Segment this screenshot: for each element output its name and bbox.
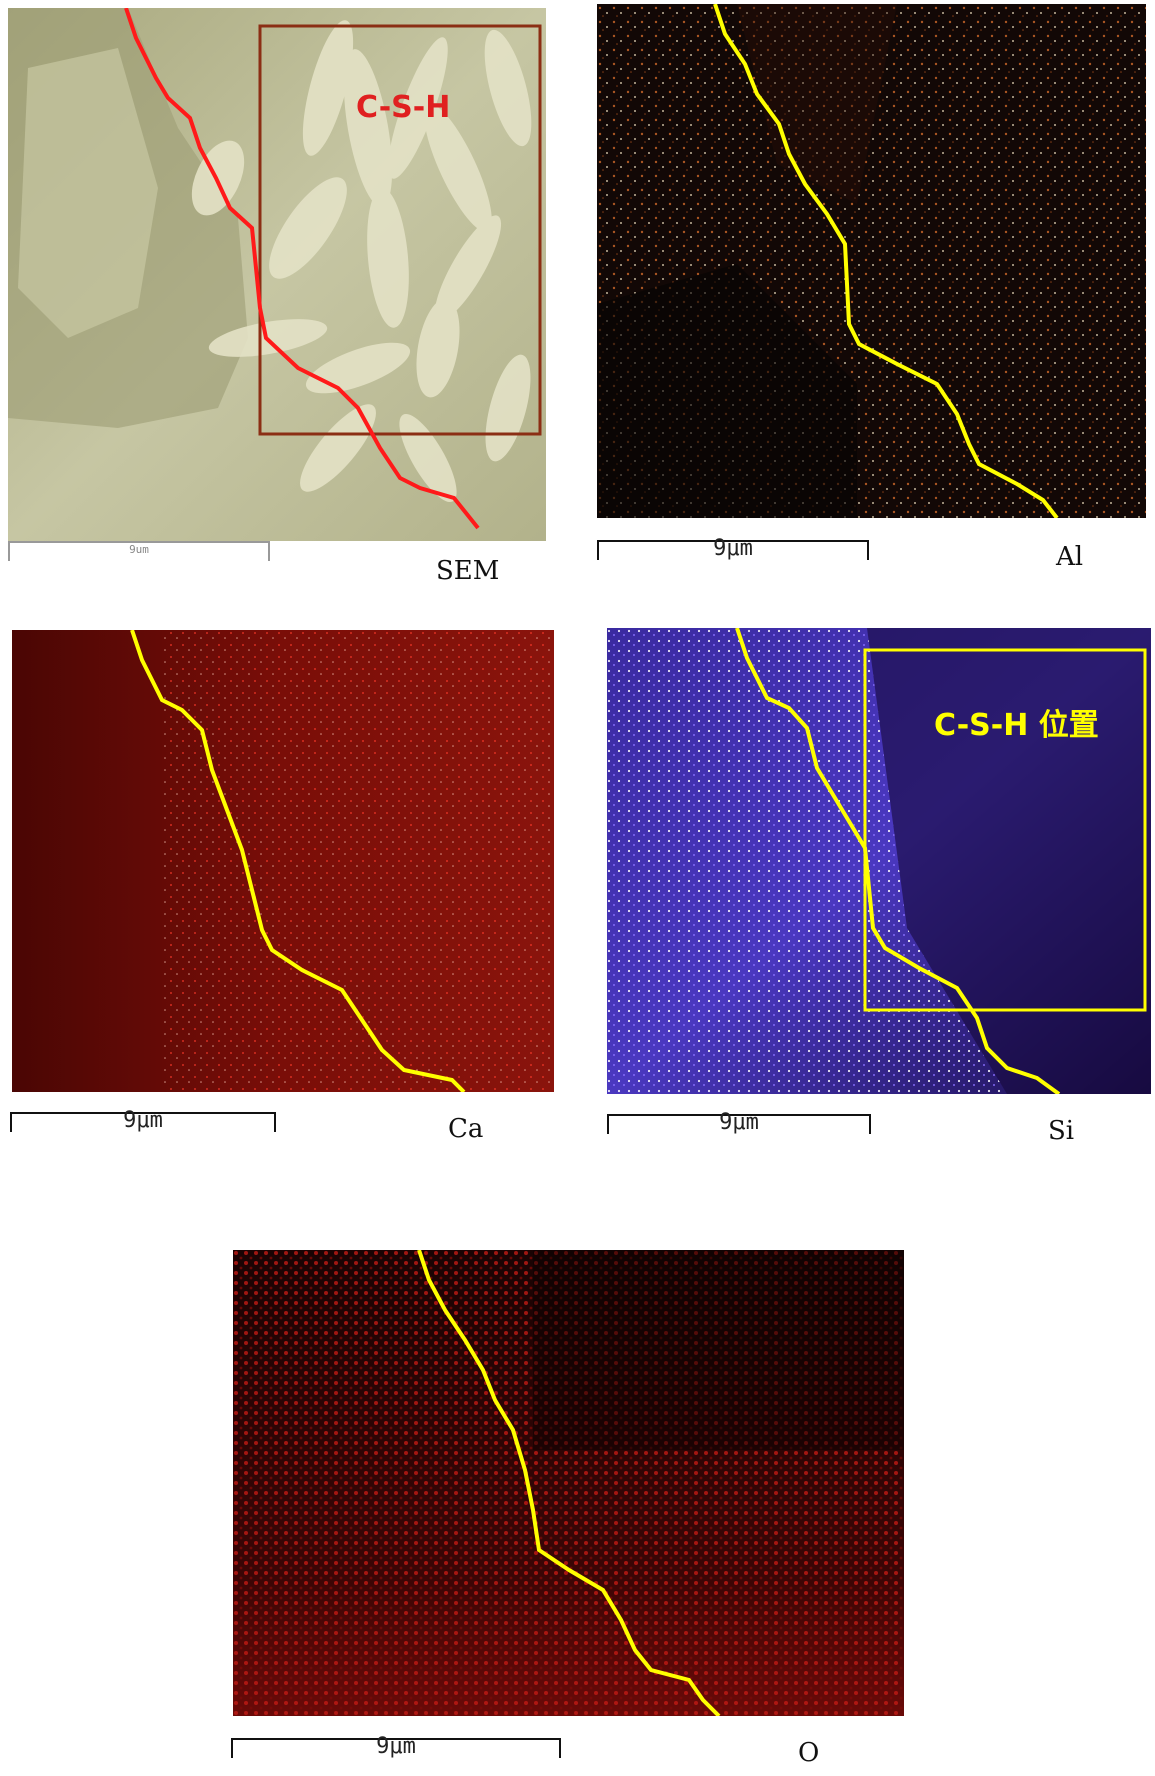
csh-region-box: [258, 24, 542, 436]
sem-scale-label: 9um: [129, 543, 149, 556]
ca-map-image: [12, 630, 554, 1092]
si-map-image: [607, 628, 1151, 1094]
al-interface-trace: [713, 4, 1059, 518]
ca-scale-label: 9μm: [123, 1108, 163, 1133]
o-scale-bar: 9μm: [231, 1734, 561, 1759]
ca-scale-bar: 9μm: [10, 1108, 276, 1133]
si-interface-trace: [735, 628, 1061, 1094]
si-region-label: C-S-H 位置: [934, 708, 1099, 743]
al-map-image: [597, 4, 1146, 518]
ca-map: [12, 630, 554, 1092]
si-map: [607, 628, 1151, 1094]
o-map: [233, 1250, 904, 1716]
al-label: Al: [1056, 542, 1084, 572]
al-map: [597, 4, 1146, 518]
si-scale-bar: 9μm: [607, 1110, 871, 1135]
al-scale-bar: 9μm: [597, 536, 869, 561]
ca-interface-trace: [130, 630, 466, 1092]
si-label: Si: [1048, 1116, 1075, 1146]
sem-image: [8, 8, 546, 541]
o-scale-label: 9μm: [376, 1734, 416, 1759]
sem-label: SEM: [436, 556, 500, 586]
sem-scale-bar: 9um: [8, 541, 270, 561]
sem-interface-trace: [124, 8, 480, 530]
al-scale-label: 9μm: [713, 536, 753, 561]
sem-region-label: C-S-H: [356, 90, 451, 125]
o-interface-trace: [417, 1250, 721, 1716]
ca-label: Ca: [448, 1114, 484, 1144]
csh-position-box: [863, 648, 1147, 1012]
o-map-image: [233, 1250, 904, 1716]
si-scale-label: 9μm: [719, 1110, 759, 1135]
sem-micrograph: [8, 8, 546, 541]
o-label: O: [798, 1738, 820, 1768]
